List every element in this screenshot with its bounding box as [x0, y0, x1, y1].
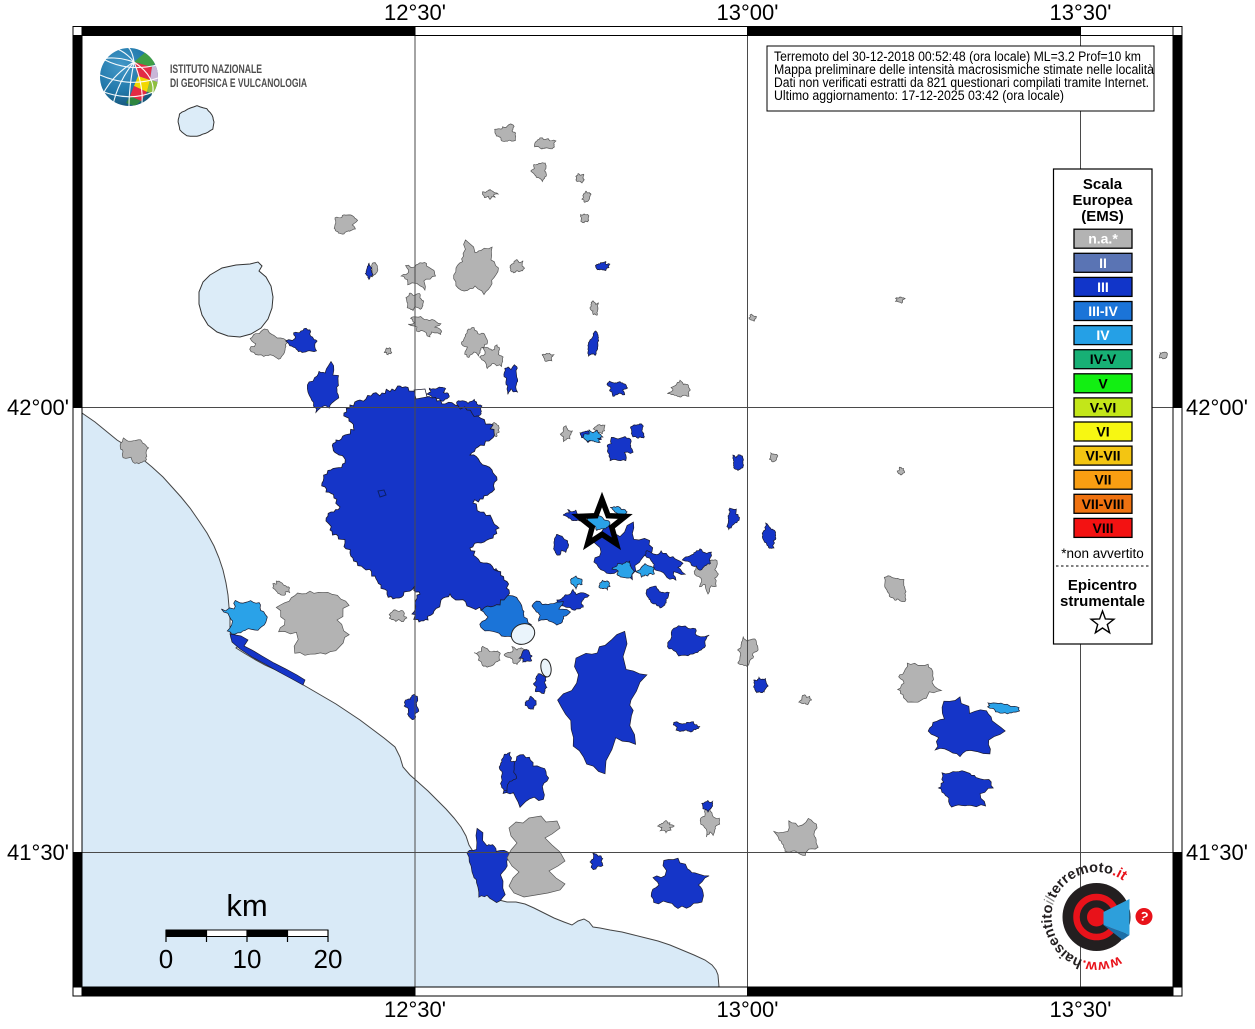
svg-text:Epicentro: Epicentro: [1068, 577, 1137, 594]
svg-text:ISTITUTO NAZIONALE: ISTITUTO NAZIONALE: [170, 64, 262, 76]
svg-text:10: 10: [233, 944, 262, 974]
svg-text:Terremoto del 30-12-2018 00:52: Terremoto del 30-12-2018 00:52:48 (ora l…: [774, 49, 1141, 64]
svg-text:Scala: Scala: [1083, 176, 1123, 193]
svg-text:20: 20: [314, 944, 343, 974]
svg-text:VI-VII: VI-VII: [1085, 448, 1120, 464]
svg-text:12°30': 12°30': [384, 997, 446, 1022]
svg-text:VIII: VIII: [1092, 520, 1113, 536]
svg-text:VI: VI: [1096, 424, 1109, 440]
svg-text:n.a.*: n.a.*: [1088, 231, 1118, 247]
svg-text:strumentale: strumentale: [1060, 593, 1145, 610]
svg-text:III-IV: III-IV: [1088, 303, 1118, 319]
svg-text:Europea: Europea: [1072, 192, 1133, 209]
svg-text:41°30': 41°30': [1186, 840, 1248, 865]
svg-text:13°00': 13°00': [717, 0, 779, 25]
svg-text:(EMS): (EMS): [1081, 208, 1124, 225]
svg-text:*non avvertito: *non avvertito: [1061, 546, 1144, 561]
svg-text:IV-V: IV-V: [1090, 351, 1117, 367]
svg-text:0: 0: [159, 944, 173, 974]
svg-text:41°30': 41°30': [7, 840, 69, 865]
svg-text:IV: IV: [1096, 327, 1110, 343]
svg-text:V: V: [1098, 375, 1108, 391]
svg-text:13°30': 13°30': [1050, 0, 1112, 25]
svg-text:km: km: [226, 888, 267, 923]
svg-text:13°30': 13°30': [1050, 997, 1112, 1022]
svg-text:Ultimo aggiornamento: 17-12-20: Ultimo aggiornamento: 17-12-2025 03:42 (…: [774, 88, 1064, 103]
svg-text:42°00': 42°00': [1186, 395, 1248, 420]
svg-text:VII: VII: [1094, 472, 1111, 488]
svg-text:II: II: [1099, 255, 1107, 271]
svg-text:III: III: [1097, 279, 1109, 295]
svg-text:V-VI: V-VI: [1090, 399, 1116, 415]
svg-text:13°00': 13°00': [717, 997, 779, 1022]
svg-text:Dati non verificati estratti d: Dati non verificati estratti da 821 ques…: [774, 75, 1149, 90]
svg-text:VII-VIII: VII-VIII: [1082, 496, 1125, 512]
svg-text:DI GEOFISICA E VULCANOLOGIA: DI GEOFISICA E VULCANOLOGIA: [170, 78, 307, 90]
svg-text:42°00': 42°00': [7, 395, 69, 420]
svg-text:Mappa preliminare delle intens: Mappa preliminare delle intensità macros…: [774, 62, 1155, 77]
svg-text:12°30': 12°30': [384, 0, 446, 25]
